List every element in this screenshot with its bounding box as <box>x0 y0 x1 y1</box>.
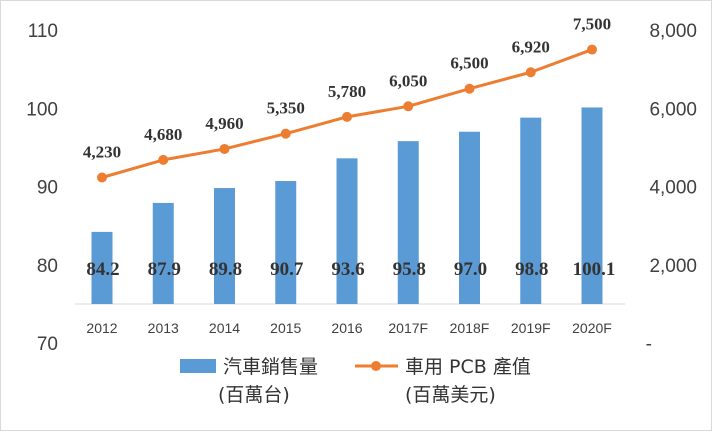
bar-data-label: 93.6 <box>331 259 364 280</box>
line-point <box>464 83 475 94</box>
line-point <box>342 111 352 122</box>
bar-data-label: 97.0 <box>454 259 487 280</box>
x-tick-label: 2013 <box>148 320 179 336</box>
legend-item-bar: 汽車銷售量 (百萬台) <box>180 356 318 406</box>
line-data-label: 4,680 <box>144 125 182 144</box>
bar <box>397 141 419 304</box>
bar-data-label: 87.9 <box>148 259 181 280</box>
legend-bar-unit: (百萬台) <box>218 384 290 406</box>
legend-line-marker <box>371 361 381 371</box>
bar-data-label: 90.7 <box>270 259 304 280</box>
line-data-labels: 4,230 4,680 4,960 5,350 5,780 6,050 6,500 6,920… <box>83 15 611 162</box>
left-y-tick-label: 80 <box>37 256 58 277</box>
legend-item-line: 車用 PCB 產值 (百萬美元) <box>355 356 531 406</box>
x-tick-label: 2020F <box>572 320 612 336</box>
line-data-label: 5,780 <box>328 82 366 101</box>
bar-data-label: 98.8 <box>515 259 548 280</box>
line-data-label: 5,350 <box>267 99 305 118</box>
bar <box>520 117 542 304</box>
line-point <box>525 67 536 78</box>
bar-series <box>91 107 603 304</box>
line-data-label: 4,230 <box>83 143 121 162</box>
line-point <box>587 44 597 55</box>
right-y-tick-label: 6,000 <box>649 99 697 120</box>
bar <box>91 231 113 304</box>
right-y-axis: - 2,000 4,000 6,000 8,000 <box>646 21 697 355</box>
legend-bar-swatch <box>180 359 216 373</box>
x-tick-label: 2017F <box>388 320 428 336</box>
line-point <box>219 143 230 154</box>
line-data-label: 6,500 <box>450 54 488 73</box>
bar <box>152 202 174 304</box>
line-point <box>403 101 414 112</box>
left-y-tick-label: 70 <box>37 334 58 355</box>
x-tick-label: 2019F <box>511 320 551 336</box>
legend-line-name: 車用 PCB 產值 <box>405 356 531 378</box>
bar <box>214 188 235 304</box>
x-tick-label: 2012 <box>86 320 117 336</box>
left-y-tick-label: 110 <box>28 21 58 42</box>
bar <box>581 107 603 304</box>
line-data-label: 4,960 <box>205 114 243 133</box>
right-y-tick-label: 8,000 <box>649 21 697 42</box>
line-point <box>158 154 169 165</box>
left-y-axis: 70 80 90 100 110 <box>26 21 58 355</box>
bar-data-label: 89.8 <box>209 259 242 280</box>
bar <box>275 181 297 304</box>
bar-data-label: 95.8 <box>393 259 426 280</box>
x-tick-label: 2016 <box>331 320 362 336</box>
x-axis-ticks: 2012 2013 2014 2015 2016 2017F 2018F 2019F 2020F <box>86 320 611 336</box>
line-point <box>97 172 107 183</box>
line-series <box>97 44 597 183</box>
right-y-tick-label: 4,000 <box>649 178 697 199</box>
right-y-tick-label: - <box>646 334 652 355</box>
bar-data-label: 84.2 <box>86 259 119 280</box>
right-y-tick-label: 2,000 <box>649 256 697 277</box>
bar <box>459 131 480 304</box>
bar-data-labels: 84.2 87.9 89.8 90.7 93.6 95.8 97.0 98.8 100.1 <box>86 259 615 280</box>
legend-line-unit: (百萬美元) <box>405 384 496 406</box>
x-tick-label: 2018F <box>450 320 490 336</box>
legend: 汽車銷售量 (百萬台) 車用 PCB 產值 (百萬美元) <box>180 356 531 406</box>
line-point <box>280 128 291 139</box>
bar-data-label: 100.1 <box>573 259 616 280</box>
line-data-label: 6,920 <box>512 37 550 56</box>
x-tick-label: 2015 <box>270 320 301 336</box>
line-data-label: 6,050 <box>389 71 427 90</box>
left-y-tick-label: 90 <box>37 178 58 199</box>
x-tick-label: 2014 <box>209 320 240 336</box>
bar <box>336 158 358 304</box>
left-y-tick-label: 100 <box>26 99 58 120</box>
line-data-label: 7,500 <box>573 15 611 34</box>
legend-bar-name: 汽車銷售量 <box>223 356 318 378</box>
